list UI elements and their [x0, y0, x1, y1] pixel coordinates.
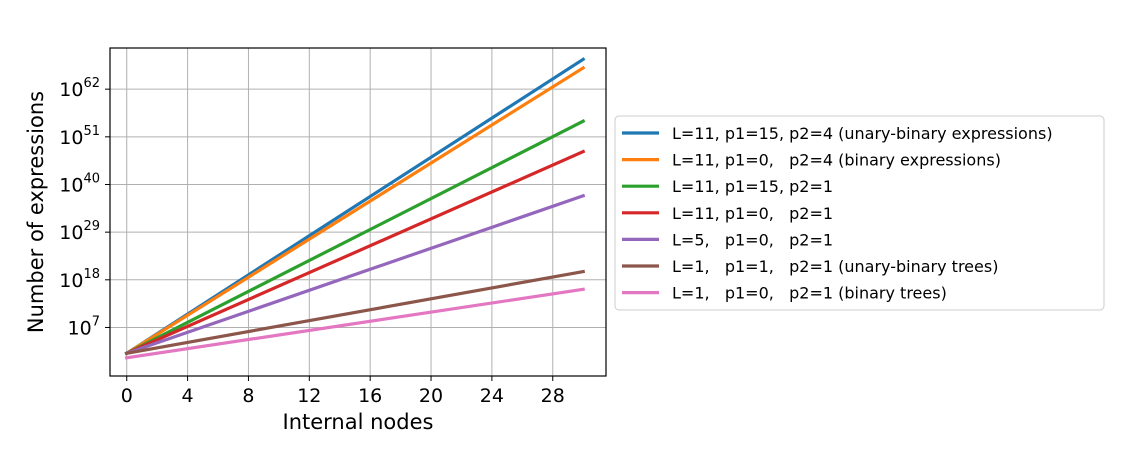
y-tick-exponent: 51: [83, 124, 100, 139]
x-tick-label: 24: [480, 385, 504, 407]
y-tick-exponent: 29: [83, 219, 100, 234]
series-lines: [124, 57, 586, 360]
legend-label: L=11, p1=0, p2=4 (binary expressions): [672, 151, 1001, 170]
y-tick-exponent: 62: [83, 76, 100, 91]
x-tick-label: 16: [358, 385, 382, 407]
legend-label: L=11, p1=15, p2=1: [672, 177, 833, 196]
series-line-7: [124, 287, 586, 360]
x-tick-label: 12: [297, 385, 321, 407]
y-tick-label: 1051: [59, 124, 100, 149]
legend-label: L=1, p1=1, p2=1 (unary-binary trees): [672, 257, 998, 276]
legend-label: L=11, p1=0, p2=1: [672, 204, 833, 223]
y-tick-label: 1029: [59, 219, 100, 244]
y-tick-exponent: 40: [83, 171, 100, 186]
y-tick-base: 10: [59, 222, 83, 244]
y-tick-base: 10: [59, 79, 83, 101]
x-tick-label: 4: [182, 385, 194, 407]
x-tick-label: 20: [419, 385, 443, 407]
y-tick-base: 10: [59, 270, 83, 292]
y-axis-label: Number of expressions: [24, 91, 48, 333]
legend-label: L=1, p1=0, p2=1 (binary trees): [672, 284, 947, 303]
legend-label: L=5, p1=0, p2=1: [672, 230, 833, 249]
y-tick-label: 107: [68, 314, 100, 339]
grid: [110, 48, 606, 376]
x-tick-label: 0: [121, 385, 133, 407]
legend-label: L=11, p1=15, p2=4 (unary-binary expressi…: [672, 124, 1053, 143]
series-line-6: [124, 269, 586, 356]
series-line-4: [124, 149, 586, 356]
x-tick-label: 28: [541, 385, 565, 407]
y-tick-exponent: 18: [83, 267, 100, 282]
x-tick-label: 8: [242, 385, 254, 407]
legend: L=11, p1=15, p2=4 (unary-binary expressi…: [614, 115, 1105, 311]
y-tick-base: 10: [68, 317, 92, 339]
x-axis-ticks: 0 4 8 12 16 20 24 28: [121, 376, 565, 407]
y-tick-base: 10: [59, 127, 83, 149]
series-line-3: [124, 119, 586, 356]
legend-frame: [614, 115, 1105, 311]
y-tick-label: 1040: [59, 171, 100, 196]
y-tick-base: 10: [59, 174, 83, 196]
y-tick-label: 1018: [59, 267, 100, 292]
series-line-5: [124, 193, 586, 356]
x-axis-label: Internal nodes: [283, 410, 434, 434]
y-tick-exponent: 7: [92, 314, 100, 329]
series-line-2: [124, 65, 586, 356]
plot-frame: [109, 47, 607, 377]
y-tick-label: 1062: [59, 76, 100, 101]
